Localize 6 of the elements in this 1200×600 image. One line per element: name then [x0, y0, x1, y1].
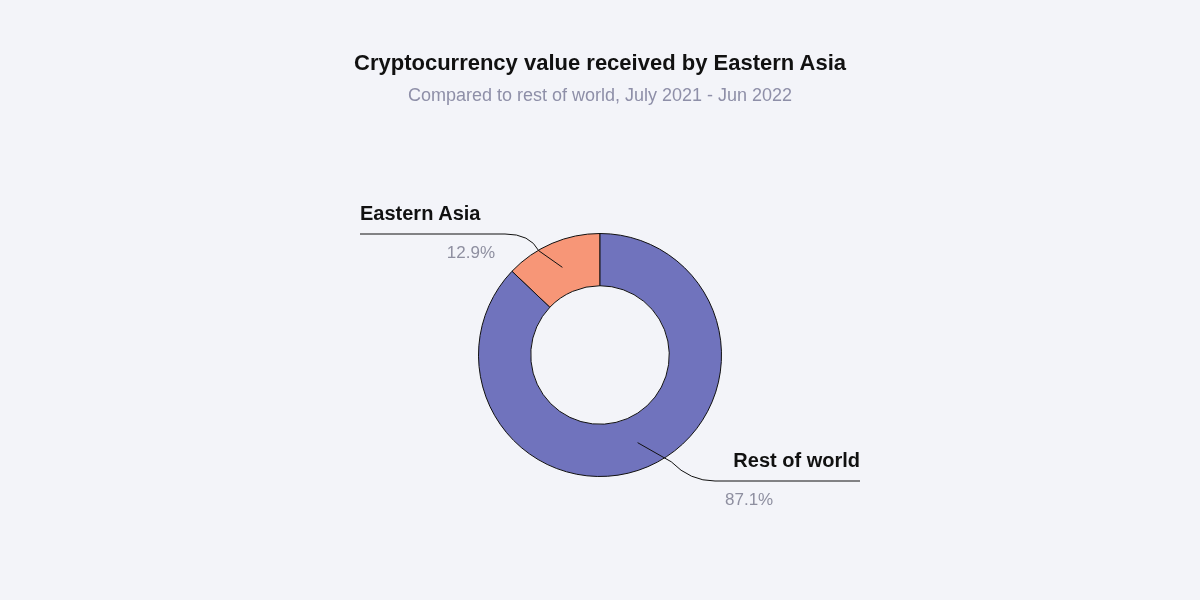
chart-subtitle: Compared to rest of world, July 2021 - Jun 2022: [407, 85, 793, 105]
data-label: 12.9%: [446, 243, 495, 262]
chart-title: Cryptocurrency value received by Eastern Asia: [354, 50, 847, 75]
data-label: 87.1%: [725, 490, 774, 509]
slice-label: Rest of world: [733, 449, 860, 471]
slice-label: Eastern Asia: [360, 202, 482, 224]
